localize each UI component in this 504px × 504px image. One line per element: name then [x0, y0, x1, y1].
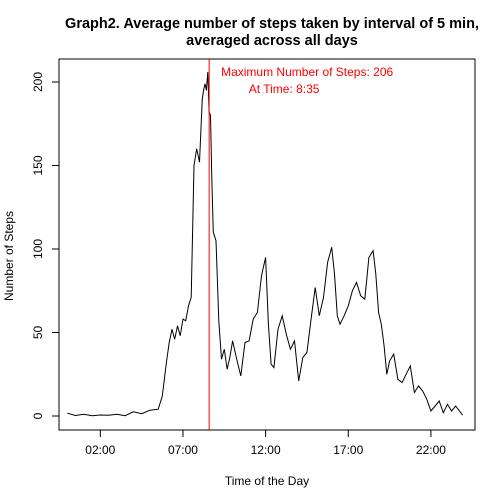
chart-title-line1: Graph2. Average number of steps taken by… [65, 16, 479, 32]
x-axis-label: Time of the Day [225, 474, 309, 488]
chart-title-line2: averaged across all days [186, 33, 358, 49]
y-tick-label: 100 [31, 239, 45, 259]
max-time-annotation: At Time: 8:35 [249, 82, 320, 96]
series-line [67, 71, 463, 417]
x-tick-label: 22:00 [416, 443, 446, 457]
y-tick-label: 50 [31, 326, 45, 340]
x-axis: 02:00 07:00 12:00 17:00 22:00 [85, 430, 446, 457]
y-tick-label: 200 [31, 72, 45, 92]
y-axis-label: Number of Steps [2, 211, 16, 301]
x-tick-label: 17:00 [333, 443, 363, 457]
y-tick-label: 0 [31, 412, 45, 419]
x-tick-label: 12:00 [251, 443, 281, 457]
max-steps-annotation: Maximum Number of Steps: 206 [221, 65, 393, 79]
plot-frame [58, 58, 476, 431]
x-tick-label: 07:00 [168, 443, 198, 457]
x-tick-label: 02:00 [85, 443, 115, 457]
y-tick-label: 150 [31, 155, 45, 175]
y-axis: 0 50 100 150 200 [31, 72, 59, 419]
